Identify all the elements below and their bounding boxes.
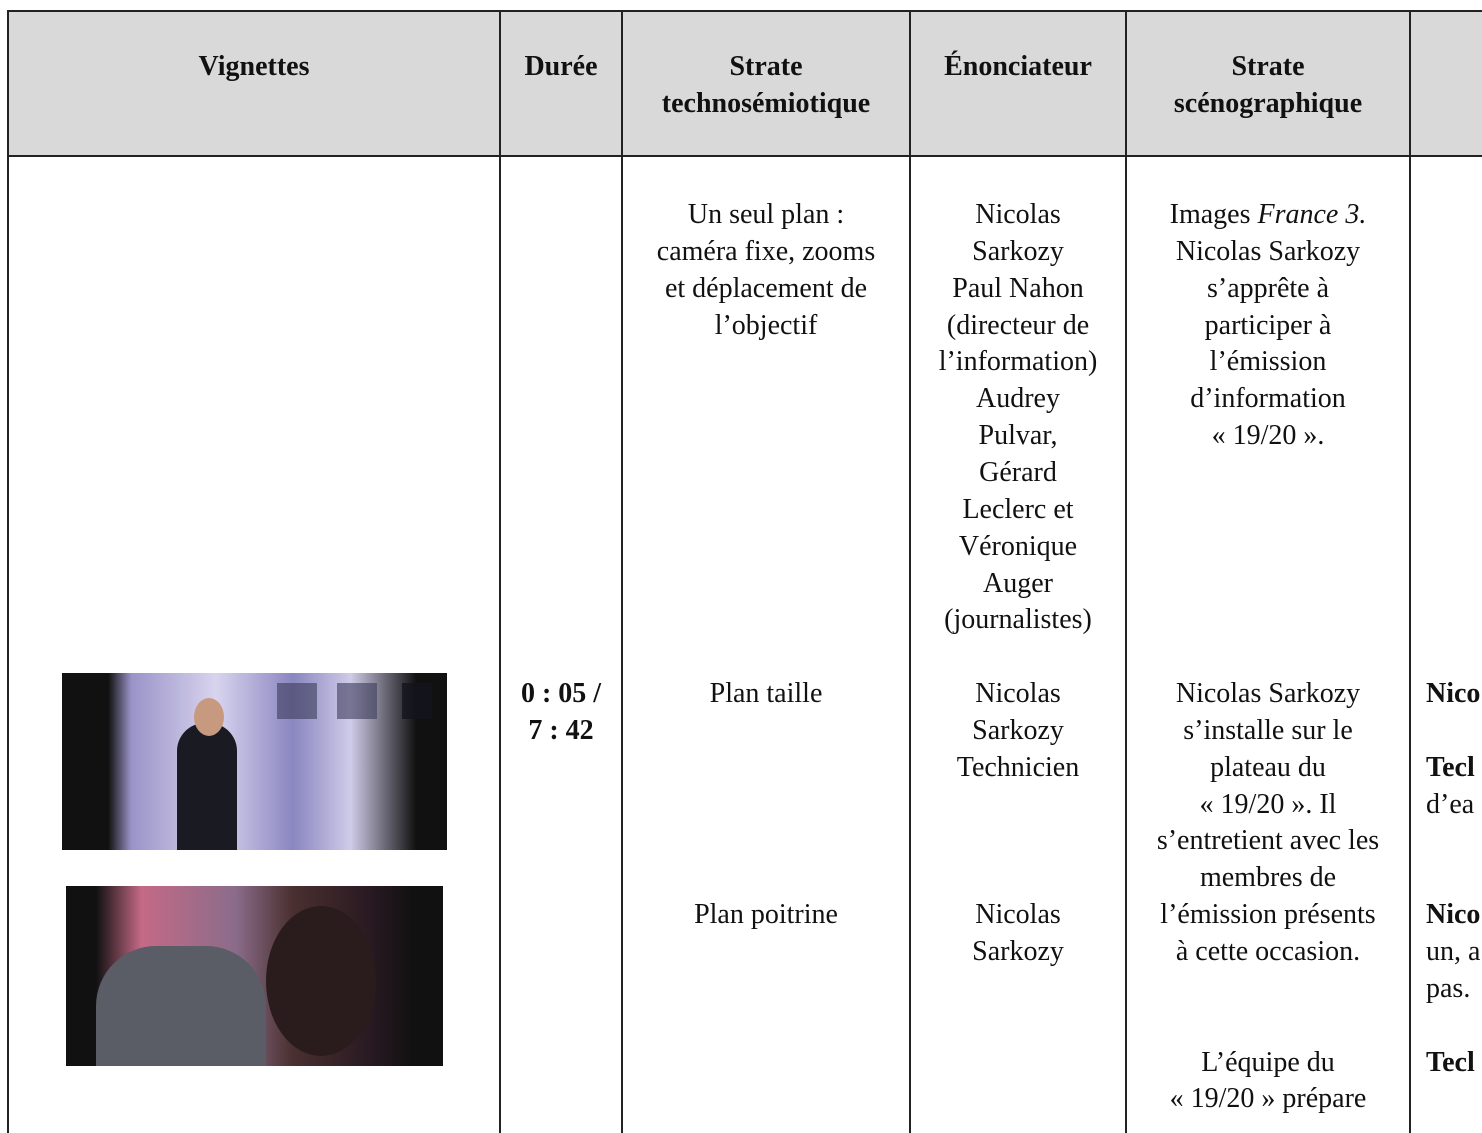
cell-line: Tecl	[1426, 751, 1475, 783]
cell-line: un, a	[1426, 936, 1481, 967]
cell-line: plateau du	[1210, 751, 1326, 783]
cell-line: « 19/20 ». Il	[1199, 788, 1337, 820]
cell-line: s’apprête à	[1206, 272, 1330, 304]
cell-line: l’émission	[1209, 346, 1327, 378]
cell-line: Pulvar,	[978, 420, 1058, 452]
thumbnail	[66, 886, 443, 1066]
cell-line: d’ea	[1426, 788, 1475, 820]
cell-line: Leclerc et	[962, 493, 1074, 525]
cell-line: 0 : 05 /	[520, 678, 602, 710]
cell-line: à cette occasion.	[1175, 936, 1361, 967]
cell-line: Plan poitrine	[694, 899, 838, 931]
cell-line: Nico	[1426, 899, 1481, 931]
column-border	[7, 10, 9, 1133]
cell-line: Plan taille	[709, 678, 823, 710]
cell-line: Nico	[1426, 678, 1481, 710]
cell-line: caméra fixe, zooms	[656, 235, 876, 267]
cell-line: L’équipe du	[1201, 1046, 1335, 1078]
cell-line: participer à	[1204, 309, 1332, 341]
header-label: Strate	[1231, 51, 1305, 82]
header-row	[8, 10, 1482, 157]
cell-line: et déplacement de	[664, 272, 868, 304]
cell-line: Tecl	[1426, 1046, 1475, 1078]
cell-line: l’objectif	[714, 309, 818, 341]
cell-line: Auger	[983, 567, 1053, 599]
cell-line: Un seul plan :	[687, 199, 845, 230]
cell-line: pas.	[1426, 972, 1471, 1004]
cell-line: Sarkozy	[972, 714, 1064, 746]
cell-line: Nicolas Sarkozy	[1175, 678, 1361, 710]
header-label: Énonciateur	[944, 51, 1092, 82]
cell-line: s’installe sur le	[1183, 714, 1353, 746]
cell-line: Nicolas	[975, 899, 1061, 931]
cell-line: l’émission présents	[1160, 899, 1376, 931]
cell-line: membres de	[1199, 862, 1337, 894]
cell-line: s’entretient avec les	[1156, 825, 1380, 857]
thumbnail	[62, 673, 447, 850]
cell-line: Nicolas	[975, 199, 1061, 230]
cell-line: d’information	[1190, 383, 1346, 415]
cell-line: Technicien	[956, 751, 1080, 783]
cell-line: Sarkozy	[972, 235, 1064, 267]
header-label: Vignettes	[198, 51, 310, 82]
column-border	[909, 10, 911, 1133]
column-border	[621, 10, 623, 1133]
cell-line: (journalistes)	[944, 604, 1092, 636]
cell-line: Sarkozy	[972, 936, 1064, 967]
cell-line: Nicolas Sarkozy	[1175, 235, 1361, 267]
column-border	[499, 10, 501, 1133]
cell-line: Gérard	[979, 456, 1057, 488]
cell-line: « 19/20 » prépare	[1169, 1083, 1367, 1115]
cell-line: Véronique	[958, 530, 1078, 562]
cell-line: l’information)	[938, 346, 1098, 378]
column-border	[1409, 10, 1411, 1133]
cell-line: « 19/20 ».	[1211, 420, 1325, 452]
cell-line: Nicolas	[975, 678, 1061, 710]
column-border	[1125, 10, 1127, 1133]
cell-line: Paul Nahon	[952, 272, 1084, 304]
header-label: Strate	[729, 51, 803, 82]
text-segment: Images	[1169, 199, 1251, 230]
header-label: technosémiotique	[661, 88, 871, 119]
header-label: Durée	[524, 51, 598, 82]
cell-line: Audrey	[976, 383, 1060, 415]
cell-line: 7 : 42	[528, 714, 594, 746]
cell-line: Images France 3.	[1170, 196, 1367, 233]
cell-line: (directeur de	[946, 309, 1090, 341]
text-segment: France 3.	[1257, 199, 1367, 230]
header-label: scénographique	[1173, 88, 1363, 119]
